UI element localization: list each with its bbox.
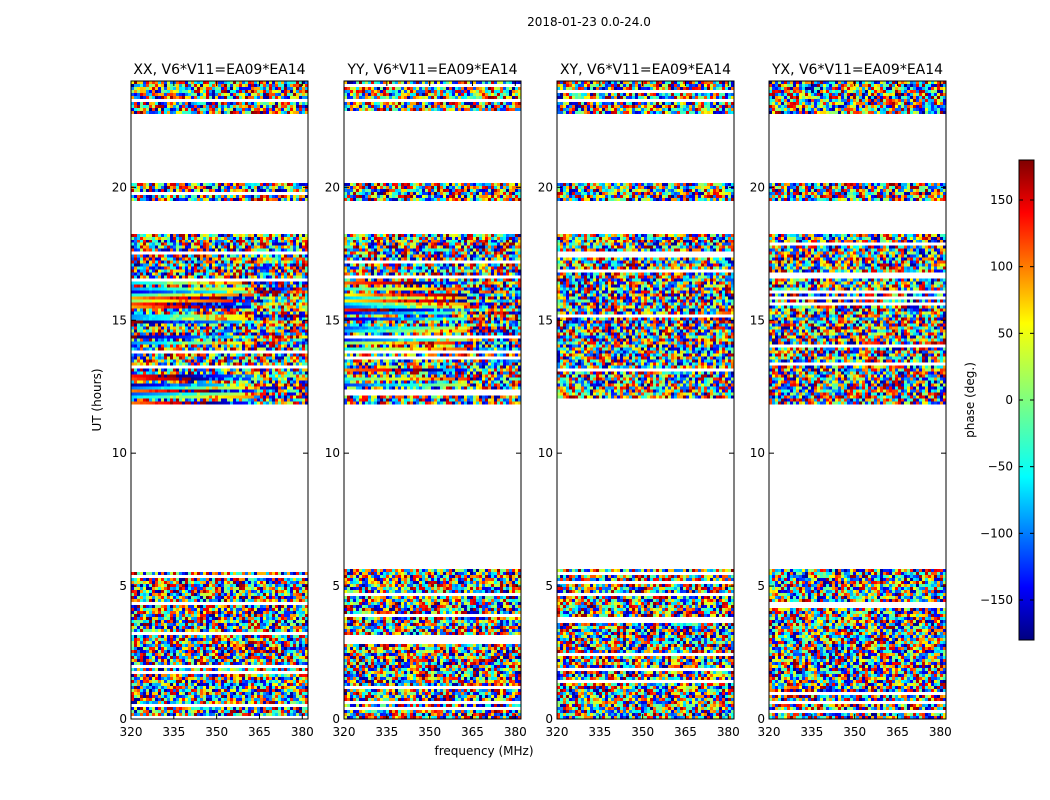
panel-yx: YX, V6*V11=EA09*EA14 0 5 10 15 20 320 335 350 365… (750, 62, 952, 739)
y-tick-label: 20 (538, 180, 553, 194)
y-tick-label: 5 (332, 579, 340, 593)
x-tick-label: 380 (504, 725, 527, 739)
y-tick-label: 5 (545, 579, 553, 593)
plot-frame (130, 80, 309, 720)
x-tick-label: 320 (758, 725, 781, 739)
plot-frame (768, 80, 947, 720)
plot-frame (556, 80, 735, 720)
x-tick-label: 365 (886, 725, 909, 739)
colorbar-tick-label: −50 (988, 460, 1013, 474)
x-tick-label: 365 (674, 725, 697, 739)
y-tick-label: 20 (325, 180, 340, 194)
panels-group: XX, V6*V11=EA09*EA14 0 5 10 15 20 320 335 350 365… (112, 62, 952, 739)
x-tick-label: 335 (588, 725, 611, 739)
panel-title: XX, V6*V11=EA09*EA14 (133, 62, 305, 78)
x-tick-label: 380 (929, 725, 952, 739)
x-tick-label: 350 (418, 725, 441, 739)
panel-xy: XY, V6*V11=EA09*EA14 0 5 10 15 20 320 335 350 365… (538, 62, 740, 739)
x-tick-label: 350 (631, 725, 654, 739)
y-tick-label: 20 (112, 180, 127, 194)
x-tick-label: 335 (800, 725, 823, 739)
y-tick-label: 0 (757, 712, 765, 726)
colorbar-tick-label: −100 (980, 526, 1013, 540)
x-tick-label: 380 (291, 725, 314, 739)
x-tick-label: 320 (120, 725, 143, 739)
x-axis-label: frequency (MHz) (434, 744, 533, 758)
x-tick-label: 335 (375, 725, 398, 739)
colorbar-tick-label: 100 (990, 260, 1013, 274)
y-tick-label: 10 (325, 446, 340, 460)
colorbar-label: phase (deg.) (963, 362, 977, 438)
x-tick-label: 350 (843, 725, 866, 739)
colorbar-tick-label: 150 (990, 193, 1013, 207)
colorbar-ticks: 150 100 50 0 −50 −100 −150 (980, 193, 1034, 607)
panel-yy: YY, V6*V11=EA09*EA14 0 5 10 15 20 320 335 350 365… (325, 62, 527, 739)
figure-title: 2018-01-23 0.0-24.0 (527, 15, 651, 29)
y-tick-label: 15 (538, 313, 553, 327)
x-tick-label: 350 (205, 725, 228, 739)
y-tick-label: 0 (545, 712, 553, 726)
x-tick-label: 365 (461, 725, 484, 739)
y-tick-label: 15 (750, 313, 765, 327)
plot-frame (343, 80, 522, 720)
panel-title: XY, V6*V11=EA09*EA14 (560, 62, 731, 78)
y-tick-label: 15 (112, 313, 127, 327)
y-tick-label: 20 (750, 180, 765, 194)
x-tick-label: 335 (162, 725, 185, 739)
y-tick-label: 5 (757, 579, 765, 593)
heatmap-image (557, 81, 734, 719)
y-tick-label: 5 (119, 579, 127, 593)
y-tick-label: 0 (332, 712, 340, 726)
y-tick-label: 10 (750, 446, 765, 460)
x-tick-label: 320 (333, 725, 356, 739)
y-tick-label: 15 (325, 313, 340, 327)
x-tick-label: 320 (546, 725, 569, 739)
y-tick-label: 0 (119, 712, 127, 726)
panel-title: YY, V6*V11=EA09*EA14 (346, 62, 517, 78)
y-tick-label: 10 (538, 446, 553, 460)
y-axis-label: UT (hours) (90, 368, 104, 431)
colorbar-tick-label: 0 (1005, 393, 1013, 407)
heatmap-image (344, 81, 521, 719)
colorbar-tick-label: 50 (998, 326, 1013, 340)
colorbar-tick-label: −150 (980, 593, 1013, 607)
panel-title: YX, V6*V11=EA09*EA14 (771, 62, 943, 78)
x-tick-label: 365 (248, 725, 271, 739)
panel-xx: XX, V6*V11=EA09*EA14 0 5 10 15 20 320 335 350 365… (112, 62, 314, 739)
y-tick-label: 10 (112, 446, 127, 460)
heatmap-image (769, 81, 946, 719)
heatmap-image (131, 81, 308, 719)
x-tick-label: 380 (717, 725, 740, 739)
